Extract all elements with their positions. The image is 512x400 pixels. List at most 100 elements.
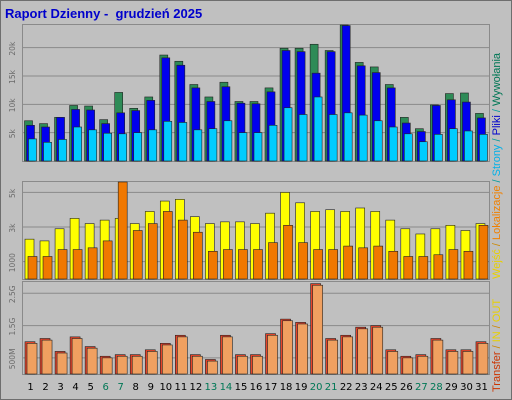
sites-bar: [433, 254, 444, 280]
in-bar: [282, 320, 293, 375]
legend-segment: Transfer: [491, 351, 503, 392]
in-bar: [462, 351, 474, 375]
pages-bar: [103, 132, 112, 162]
in-bar: [432, 339, 444, 375]
in-bar: [26, 343, 38, 375]
day-label: 9: [148, 382, 154, 393]
y-tick-label: 3k: [8, 223, 17, 233]
day-label: 4: [72, 382, 78, 393]
pages-bar: [43, 142, 52, 162]
day-label: 27: [415, 382, 428, 393]
pages-bar: [28, 138, 37, 162]
in-bar: [402, 357, 414, 375]
pages-bar: [148, 129, 158, 162]
sites-bar: [463, 250, 474, 280]
day-label: 15: [235, 382, 248, 393]
y-tick-label: 2.5G: [8, 285, 17, 303]
sites-bar: [87, 247, 98, 280]
in-bar: [312, 284, 323, 375]
sites-bar: [418, 256, 429, 280]
sites-bar: [147, 223, 158, 280]
day-label: 1: [27, 382, 33, 393]
legend-segment: /: [491, 176, 503, 186]
in-bar: [41, 339, 53, 375]
y-tick-label: 10k: [8, 98, 17, 113]
legend-segment: /: [491, 322, 503, 332]
in-bar: [342, 336, 353, 375]
sites-bar: [162, 211, 173, 280]
day-label: 29: [445, 382, 458, 393]
sites-bar: [328, 249, 338, 280]
legend-segment: Pliki: [491, 115, 503, 136]
legend-segment: IN: [491, 331, 503, 343]
pages-bar: [283, 107, 293, 162]
day-label: 10: [159, 382, 172, 393]
y-tick-label: 20k: [8, 41, 17, 56]
y-tick-label: 1.5G: [8, 318, 17, 336]
sites-bar: [223, 249, 233, 280]
pages-bar: [88, 129, 97, 162]
in-bar: [357, 328, 369, 375]
y-tick-label: 5k: [8, 188, 17, 198]
in-bar: [372, 326, 384, 375]
day-label: 3: [57, 382, 63, 393]
page-title: Raport Dzienny - grudzień 2025: [5, 6, 203, 21]
in-bar: [267, 334, 278, 375]
sites-bar: [102, 240, 113, 280]
sites-bar: [268, 242, 278, 280]
day-label: 28: [430, 382, 443, 393]
legend-segment: /: [491, 135, 503, 145]
legend-segment: /: [491, 239, 503, 250]
y-tick-label: 15k: [8, 69, 17, 84]
in-bar: [477, 343, 489, 375]
pages-bar: [253, 132, 263, 162]
legend-segment: Strony: [491, 144, 503, 177]
in-bar: [86, 347, 98, 375]
day-label: 11: [174, 382, 187, 393]
y-tick-label: 500M: [8, 348, 17, 369]
day-label: 23: [355, 382, 368, 393]
sites-bar: [178, 219, 188, 280]
pages-bar: [404, 133, 413, 162]
in-bar: [177, 336, 188, 375]
pages-bar: [343, 112, 353, 162]
day-label: 12: [190, 382, 203, 393]
sites-bar: [343, 245, 353, 280]
sites-bar: [238, 249, 248, 280]
in-bar: [237, 355, 248, 375]
pages-bar: [419, 141, 428, 162]
in-bar: [131, 355, 143, 375]
sites-bar: [193, 231, 203, 280]
series-legend: Transfer / IN / OUT Wejść / Lokalizacje /…: [491, 0, 503, 392]
sites-bar: [358, 247, 369, 280]
pages-bar: [163, 121, 173, 162]
pages-bar: [464, 130, 473, 162]
day-label: 6: [102, 382, 108, 393]
day-label: 20: [310, 382, 323, 393]
day-label: 13: [205, 382, 218, 393]
sites-bar: [117, 181, 128, 280]
sites-bar: [403, 256, 414, 280]
pages-bar: [118, 133, 127, 162]
sites-bar: [373, 245, 384, 280]
sites-bar: [388, 250, 399, 280]
legend-segment: Lokalizacje: [491, 185, 503, 240]
legend-segment: OUT: [491, 298, 503, 323]
pages-bar: [449, 128, 458, 162]
day-label: 7: [118, 382, 124, 393]
pages-bar: [133, 132, 143, 162]
in-bar: [116, 355, 128, 375]
pages-bar: [434, 134, 443, 162]
pages-bar: [238, 132, 248, 162]
day-label: 18: [280, 382, 293, 393]
pages-bar: [268, 125, 278, 162]
sites-bar: [57, 249, 68, 280]
day-label: 19: [295, 382, 308, 393]
sites-bar: [298, 242, 308, 280]
in-bar: [161, 344, 173, 375]
sites-bar: [208, 250, 218, 280]
sites-bar: [448, 249, 459, 280]
sites-bar: [72, 249, 83, 280]
in-bar: [387, 351, 399, 375]
pages-bar: [358, 114, 368, 162]
